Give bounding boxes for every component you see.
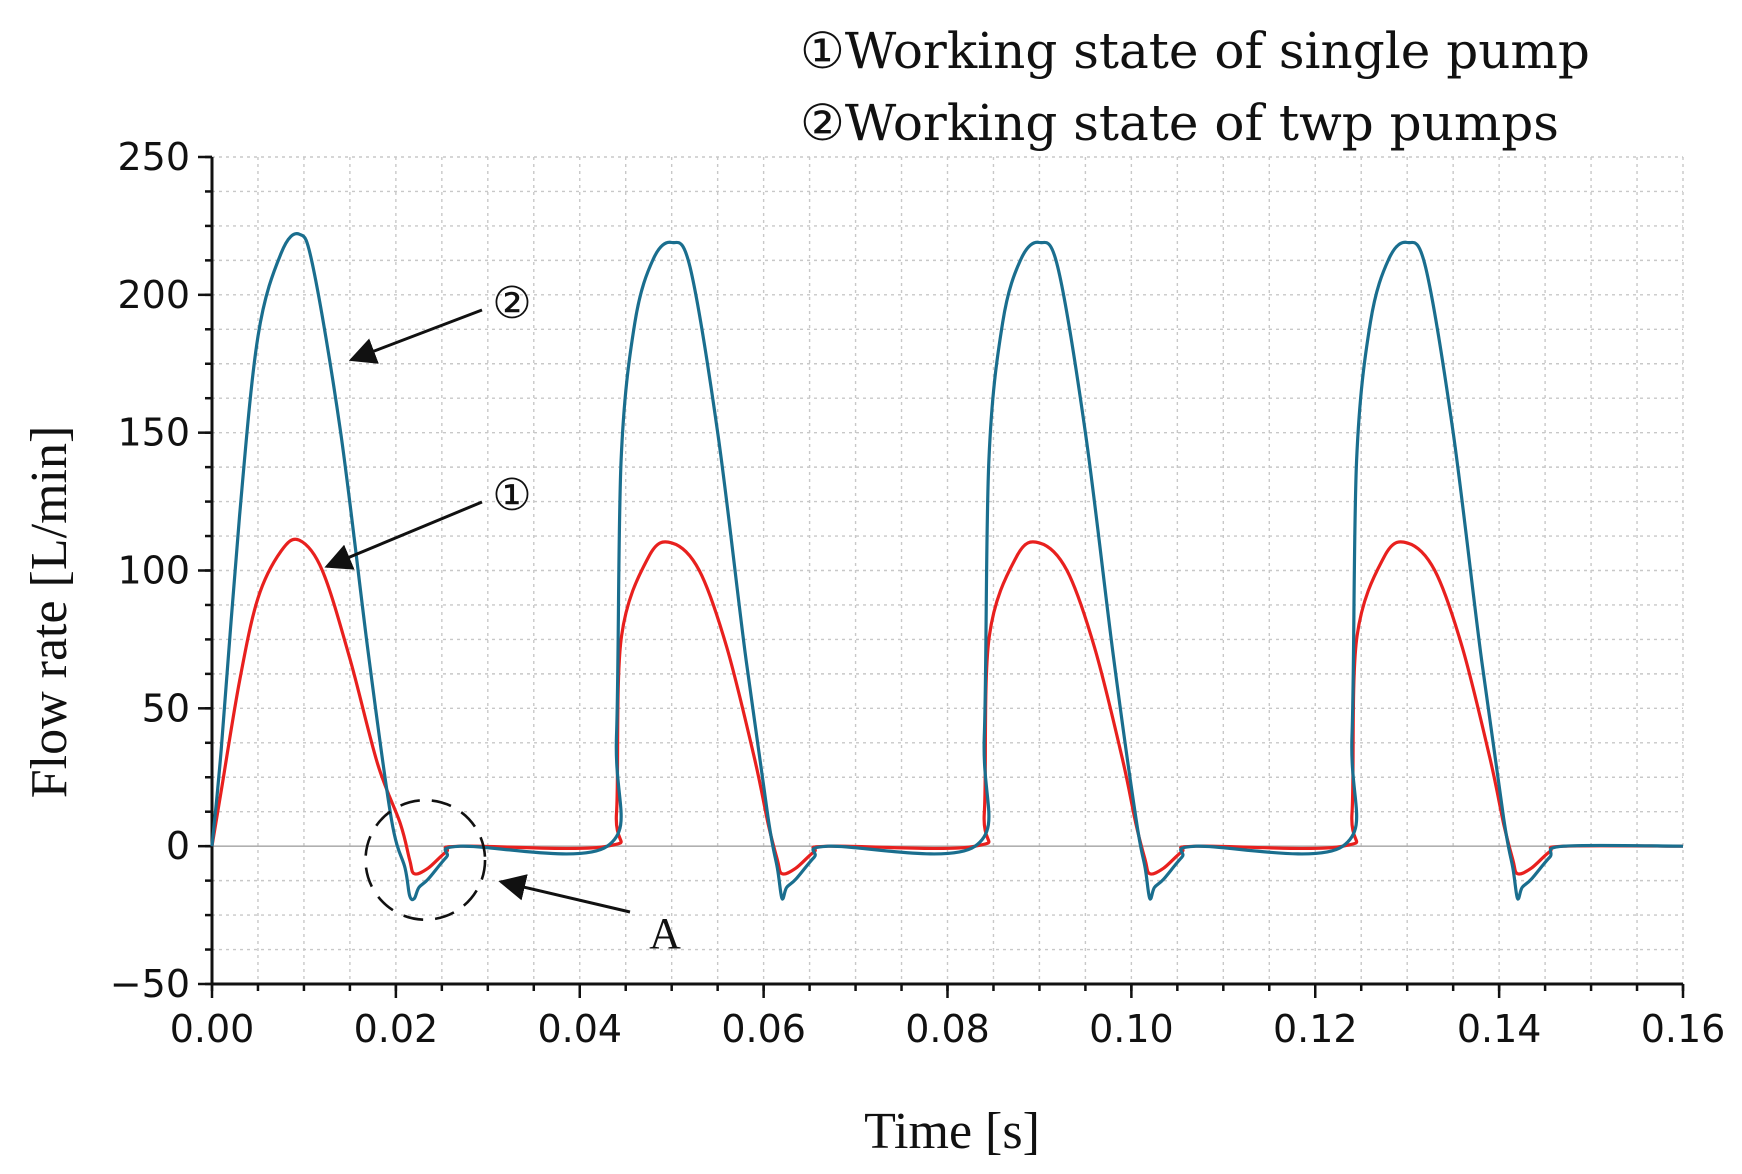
grid	[211, 156, 1684, 985]
y-tick-label: 250	[117, 135, 190, 179]
annotation-circle-A	[364, 798, 487, 922]
x-tick-label: 0.04	[537, 1007, 622, 1051]
data-series	[210, 232, 1684, 902]
annotation-label-A: A	[649, 909, 681, 958]
y-axis-title: Flow rate [L/min]	[21, 426, 78, 799]
x-tick-label: 0.08	[905, 1007, 990, 1051]
annotation-label-1: ①	[492, 471, 531, 520]
annotation-arrow-1	[324, 500, 483, 570]
y-tick-label: −50	[110, 962, 190, 1006]
legend-entry-single-pump: ①Working state of single pump	[800, 22, 1590, 80]
x-tick-label: 0.06	[721, 1007, 806, 1051]
annotation-arrow-A	[498, 874, 631, 914]
x-tick-label: 0.00	[170, 1007, 255, 1051]
y-tick-label: 50	[142, 686, 190, 730]
legend-entry-two-pumps: ②Working state of twp pumps	[800, 94, 1559, 152]
y-tick-label: 200	[117, 273, 190, 317]
y-axis-ticks: 250 200 150 100 50 0 −50	[110, 135, 212, 1006]
x-tick-label: 0.12	[1273, 1007, 1358, 1051]
annotation-arrow-2	[348, 308, 483, 364]
annotation-label-2: ②	[492, 279, 531, 328]
x-axis-title: Time [s]	[864, 1103, 1040, 1160]
annotations: ② ① A	[324, 279, 681, 958]
x-tick-label: 0.14	[1457, 1007, 1542, 1051]
x-tick-label: 0.10	[1089, 1007, 1174, 1051]
series-two-pumps-line	[210, 232, 1684, 902]
x-tick-label: 0.02	[354, 1007, 439, 1051]
y-tick-label: 100	[117, 549, 190, 593]
x-axis-ticks: 0.00 0.02 0.04 0.06 0.08 0.10 0.12 0.14 0.16	[170, 984, 1726, 1051]
y-tick-label: 0	[166, 824, 190, 868]
y-tick-label: 150	[117, 411, 190, 455]
x-tick-label: 0.16	[1641, 1007, 1726, 1051]
series-single-pump-line	[210, 537, 1684, 876]
legend: ①Working state of single pump ②Working s…	[800, 22, 1590, 152]
